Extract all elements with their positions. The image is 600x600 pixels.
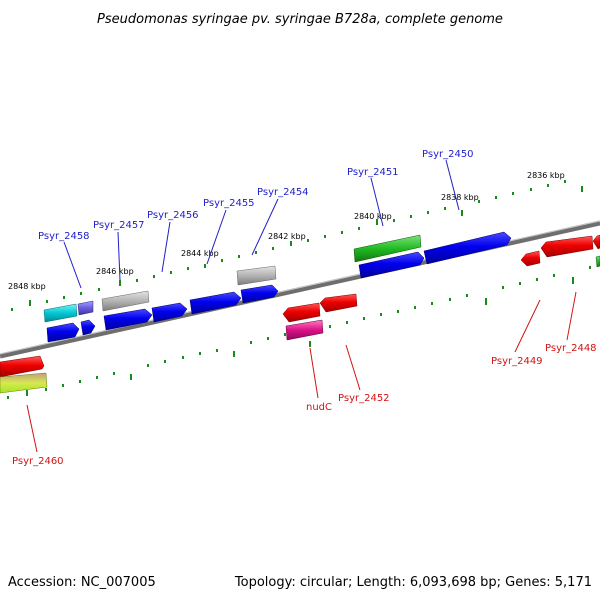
leader-line [309, 347, 319, 399]
gene-arrow-forward[interactable] [103, 308, 153, 331]
map-title: Pseudomonas syringae pv. syringae B728a,… [97, 12, 503, 27]
gene-label[interactable]: Psyr_2458 [38, 231, 90, 242]
lower-tick-track [7, 266, 591, 399]
gene-purple[interactable] [77, 300, 94, 316]
gene-label[interactable]: Psyr_2450 [422, 149, 474, 160]
gene-arrow-forward[interactable] [80, 319, 96, 336]
leader-line [445, 159, 460, 211]
leader-line [251, 198, 279, 256]
gene-arrow-reverse[interactable] [540, 235, 594, 258]
leader-line [370, 177, 384, 227]
gene-label[interactable]: Psyr_2454 [257, 187, 309, 198]
gene-lime[interactable] [0, 372, 48, 394]
gene-arrow-reverse[interactable] [282, 302, 321, 323]
leader-line [161, 221, 171, 273]
gene-green[interactable] [353, 234, 422, 263]
gene-cyan[interactable] [43, 303, 78, 323]
kbp-label: 2848 kbp [8, 282, 46, 291]
gene-grey[interactable] [236, 265, 277, 286]
leader-line [206, 209, 227, 265]
leader-line [63, 241, 82, 289]
gene-arrow-reverse[interactable] [0, 355, 45, 378]
gene-arrow-forward[interactable] [189, 291, 242, 315]
gene-arrow-reverse[interactable] [592, 234, 600, 250]
kbp-label: 2840 kbp [354, 212, 392, 221]
gene-arrow-forward[interactable] [358, 251, 425, 279]
kbp-label: 2838 kbp [441, 193, 479, 202]
genome-summary-text: Topology: circular; Length: 6,093,698 bp… [234, 575, 592, 590]
gene-label[interactable]: Psyr_2460 [12, 456, 64, 467]
gene-label[interactable]: Psyr_2457 [93, 220, 145, 231]
gene-green-edge[interactable] [595, 255, 600, 268]
gene-arrow-reverse[interactable] [520, 250, 541, 267]
leader-line [345, 344, 361, 391]
gene-label[interactable]: nudC [306, 402, 332, 413]
kbp-label: 2844 kbp [181, 249, 219, 258]
gene-arrow-forward[interactable] [423, 231, 512, 265]
leader-line [566, 291, 577, 341]
gene-arrow-reverse[interactable] [319, 293, 358, 313]
gene-magenta[interactable] [285, 319, 324, 341]
gene-label[interactable]: Psyr_2452 [338, 393, 390, 404]
leader-line [514, 299, 541, 353]
leader-line [117, 231, 121, 281]
gene-label[interactable]: Psyr_2448 [545, 343, 597, 354]
gene-arrow-forward[interactable] [240, 284, 279, 304]
leader-line [26, 404, 38, 453]
gene-label[interactable]: Psyr_2455 [203, 198, 255, 209]
gene-label[interactable]: Psyr_2449 [491, 356, 543, 367]
gene-label[interactable]: Psyr_2451 [347, 167, 399, 178]
kbp-label: 2842 kbp [268, 232, 306, 241]
gene-arrow-forward[interactable] [46, 322, 80, 343]
kbp-label: 2836 kbp [527, 171, 565, 180]
kbp-label: 2846 kbp [96, 267, 134, 276]
gene-label[interactable]: Psyr_2456 [147, 210, 199, 221]
gene-arrow-forward[interactable] [151, 302, 188, 323]
upper-tick-track [11, 180, 583, 311]
accession-text: Accession: NC_007005 [8, 575, 156, 590]
gene-grey[interactable] [101, 290, 150, 312]
